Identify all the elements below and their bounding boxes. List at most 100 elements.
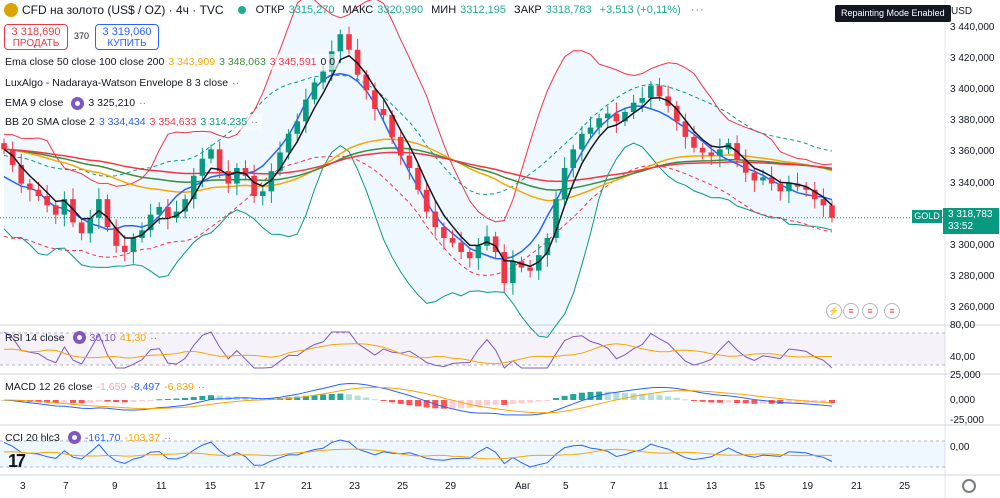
- cci-more-icon[interactable]: ··: [164, 431, 172, 444]
- macd-histogram-bar: [199, 395, 206, 400]
- macd-histogram-bar: [337, 393, 344, 400]
- time-tick-label: 25: [899, 481, 911, 492]
- candle-body: [518, 261, 525, 268]
- rsi-axis-bottom: 40,00: [950, 352, 976, 363]
- symbol-tag: GOLD: [912, 210, 942, 223]
- rsi-line: [3, 331, 833, 369]
- candle-body: [199, 158, 206, 176]
- macd-histogram-bar: [483, 400, 491, 406]
- macd-histogram-bar: [302, 395, 309, 400]
- macd-axis-bottom: -25,000: [950, 415, 984, 426]
- macd-histogram-bar: [449, 400, 456, 409]
- candle-body: [717, 149, 723, 156]
- time-tick-label: 29: [445, 481, 457, 492]
- candle-body: [18, 164, 25, 184]
- price-tick-label: 3 280,000: [950, 270, 995, 282]
- symbol-title[interactable]: CFD на золото (US$ / OZ) · 4ч · TVC: [22, 3, 224, 17]
- macd-line: [3, 382, 833, 416]
- tradingview-logo[interactable]: 17: [8, 451, 26, 471]
- header-more-icon[interactable]: ···: [690, 4, 705, 16]
- cci-settings-icon[interactable]: [67, 431, 81, 444]
- us-flag-event-icon-2[interactable]: ≡: [862, 303, 878, 319]
- legend-ema9-more-icon[interactable]: ··: [139, 97, 147, 109]
- time-tick-label: 17: [254, 481, 266, 492]
- candle-body: [121, 245, 128, 252]
- macd-histogram-bar: [647, 394, 654, 400]
- us-flag-event-icon[interactable]: ≡: [843, 303, 859, 319]
- time-tick-label: 19: [802, 481, 814, 492]
- macd-histogram-bar: [147, 400, 154, 401]
- buy-button[interactable]: 3 319,060 КУПИТЬ: [95, 24, 159, 50]
- candle-body: [268, 171, 275, 192]
- cci-line: [3, 439, 833, 468]
- cci-axis-mid: 0,00: [950, 442, 970, 453]
- legend-ema-ribbon[interactable]: Ema close 50 close 100 close 200 3 343,9…: [5, 54, 340, 70]
- macd-histogram-bar: [87, 400, 94, 403]
- market-open-status-icon: [237, 6, 246, 14]
- candle-body: [87, 217, 94, 234]
- candle-body: [113, 227, 119, 246]
- gear-icon[interactable]: [962, 479, 976, 493]
- candle-body: [173, 211, 180, 218]
- ema-9: [3, 54, 833, 268]
- macd-histogram-bar: [673, 397, 680, 400]
- candle-body: [820, 199, 827, 206]
- macd-legend[interactable]: MACD 12 26 close -1,659 -8,497 -6,839 ··: [5, 381, 209, 393]
- macd-histogram-bar: [751, 400, 758, 404]
- candle-body: [803, 186, 809, 190]
- price-tick-label: 3 400,000: [950, 84, 995, 96]
- legend-luxalgo[interactable]: LuxAlgo - Nadaraya-Watson Envelope 8 3 c…: [5, 75, 244, 91]
- rsi-more-icon[interactable]: ··: [150, 331, 158, 344]
- candle-body: [587, 127, 594, 134]
- legend-lux-more-icon[interactable]: ··: [232, 77, 240, 89]
- macd-histogram-bar: [242, 397, 249, 400]
- candle-body: [35, 189, 42, 196]
- currency-button[interactable]: USD: [951, 6, 973, 17]
- candle-body: [570, 149, 577, 168]
- legend-ema9[interactable]: EMA 9 close 3 325,210 ··: [5, 95, 151, 111]
- time-tick-label: 21: [851, 481, 863, 492]
- us-flag-event-icon-3[interactable]: ≡: [884, 303, 900, 319]
- price-tick-label: 3 260,000: [950, 302, 995, 313]
- macd-histogram-bar: [716, 400, 723, 403]
- macd-histogram-bar: [371, 399, 378, 401]
- candle-body: [96, 199, 102, 218]
- macd-more-icon[interactable]: ··: [197, 381, 205, 393]
- candle-body: [630, 102, 637, 112]
- candle-body: [346, 34, 352, 50]
- cci-legend[interactable]: CCI 20 hlc3 -161,70 -103,37 ··: [5, 431, 175, 444]
- macd-histogram-bar: [113, 400, 120, 403]
- legend-bb-more-icon[interactable]: ··: [251, 116, 259, 128]
- cci-band: [0, 441, 945, 467]
- candle-body: [234, 168, 240, 184]
- repainting-badge: Repainting Mode Enabled: [835, 5, 951, 22]
- legend-ema-v3: 3 345,591: [269, 56, 317, 68]
- sell-button[interactable]: 3 318,690 ПРОДАТЬ: [4, 24, 68, 50]
- high-value: 3320,990: [377, 4, 424, 16]
- sell-label: ПРОДАТЬ: [12, 38, 60, 49]
- candle-body: [811, 189, 818, 200]
- macd-histogram-bar: [527, 400, 534, 403]
- macd-histogram-bar: [138, 400, 146, 402]
- candle-body: [337, 34, 344, 52]
- bollinger-upper: [3, 0, 833, 223]
- lightning-event-icon[interactable]: ⚡: [826, 303, 842, 319]
- legend-bb[interactable]: BB 20 SMA close 2 3 334,434 3 354,633 3 …: [5, 114, 263, 130]
- gold-symbol-icon: [4, 3, 18, 17]
- time-tick-label: 15: [754, 481, 766, 492]
- rsi-settings-icon[interactable]: [72, 331, 86, 344]
- price-tick-label: 3 440,000: [950, 22, 995, 33]
- close-label: ЗАКР: [514, 4, 542, 16]
- macd-histogram-bar: [78, 400, 85, 404]
- time-tick-label: 7: [610, 481, 616, 492]
- macd-histogram-bar: [320, 394, 327, 400]
- time-tick-label: 15: [205, 481, 217, 492]
- macd-histogram-bar: [690, 400, 698, 401]
- indicator-settings-icon[interactable]: [71, 96, 85, 110]
- macd-histogram-bar: [544, 400, 551, 401]
- rsi-ma-value: 41,30: [119, 331, 147, 344]
- rsi-legend[interactable]: RSI 14 close 36,10 41,30 ··: [5, 331, 161, 344]
- macd-histogram-bar: [561, 395, 568, 400]
